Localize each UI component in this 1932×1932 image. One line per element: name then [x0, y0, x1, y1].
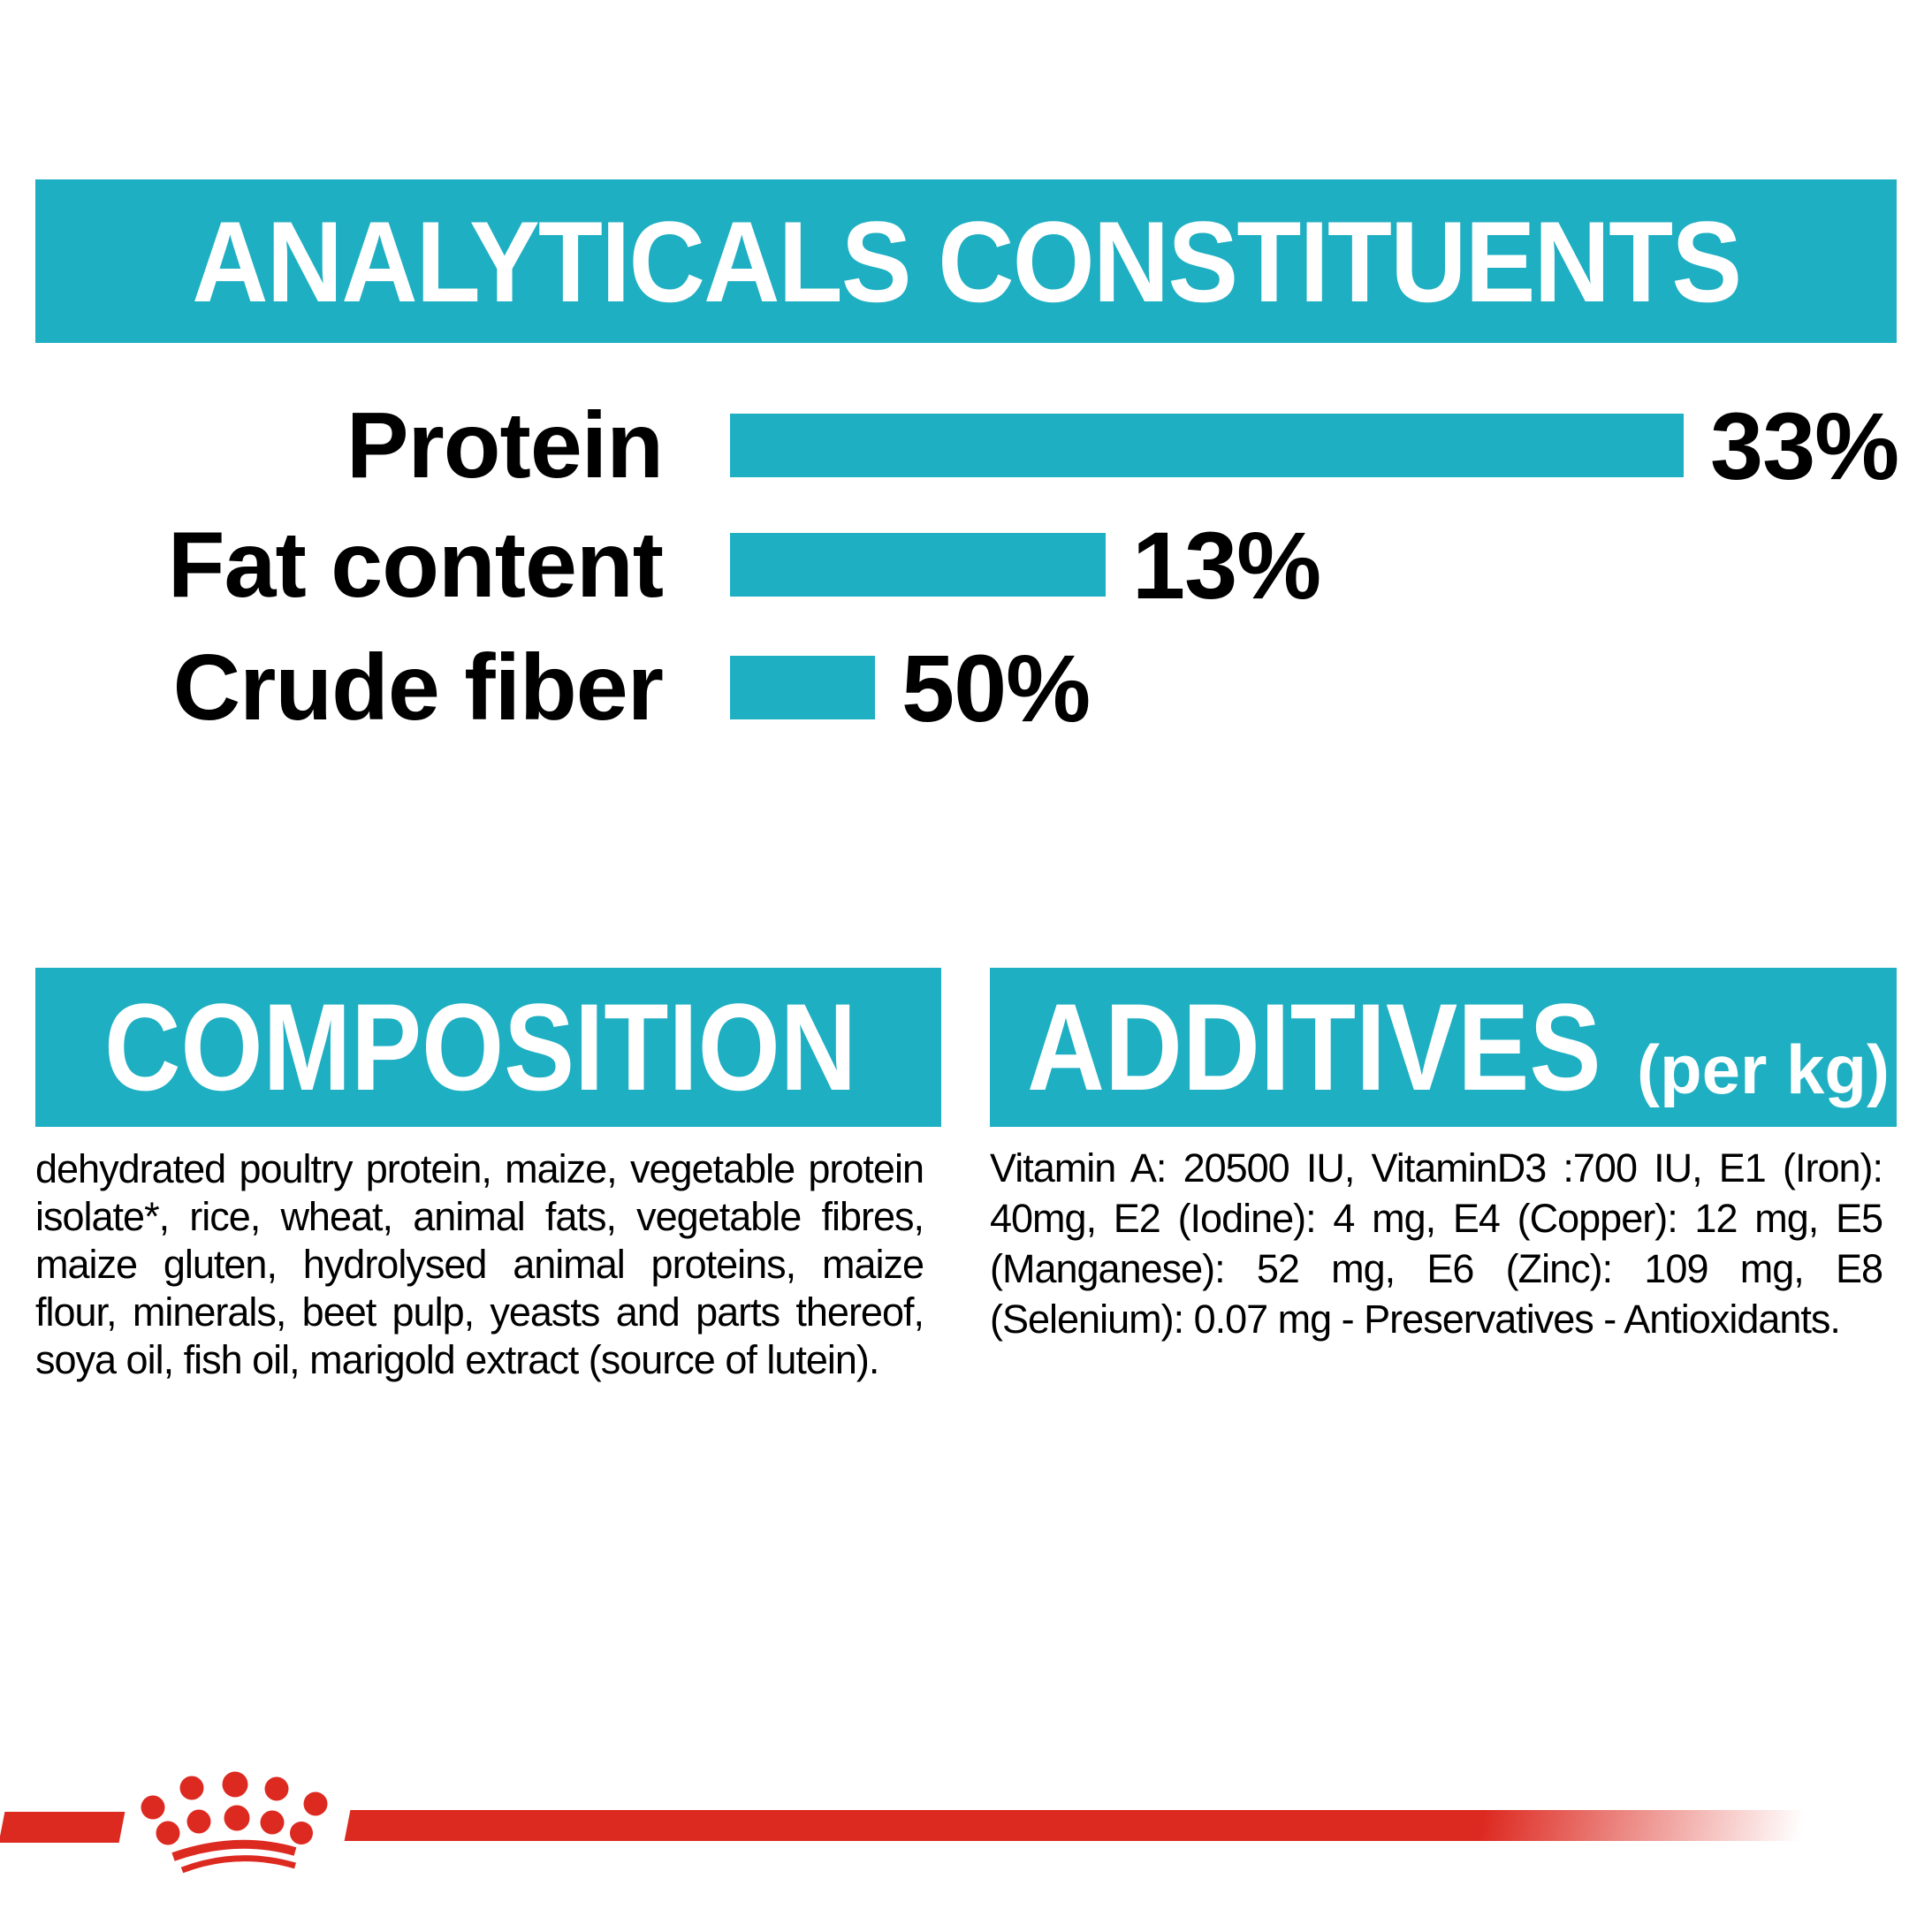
additives-title: ADDITIVES	[1027, 977, 1601, 1116]
composition-title: COMPOSITION	[104, 977, 857, 1116]
chart-row-protein: Protein 33%	[0, 392, 1899, 499]
chart-row-crude-fiber: Crude fiber 50%	[0, 635, 1092, 742]
additives-body: Vitamin A: 20500 IU, VitaminD3 :700 IU, …	[990, 1145, 1883, 1342]
chart-row-fat-content: Fat content 13%	[0, 512, 1321, 619]
composition-body: dehydrated poultry protein, maize, veget…	[35, 1146, 924, 1382]
crude-fiber-bar	[730, 656, 875, 719]
analyticals-header-banner: ANALYTICALS CONSTITUENTS	[35, 179, 1897, 343]
additives-subtitle: (per kg)	[1637, 1031, 1890, 1108]
red-rule-left-segment	[0, 1812, 126, 1843]
fat-content-label: Fat content	[167, 512, 664, 617]
royal-canin-crown-icon	[141, 1771, 328, 1874]
crude-fiber-value: 50%	[901, 634, 1091, 742]
crude-fiber-label: Crude fiber	[172, 635, 664, 740]
additives-banner: ADDITIVES (per kg)	[990, 968, 1897, 1127]
fat-content-bar	[730, 533, 1106, 597]
protein-bar	[730, 414, 1684, 477]
fat-content-value: 13%	[1132, 511, 1321, 619]
red-rule-right-segment	[344, 1810, 1806, 1841]
analyticals-title: ANALYTICALS CONSTITUENTS	[191, 196, 1742, 326]
protein-value: 33%	[1710, 392, 1899, 499]
protein-label: Protein	[346, 392, 664, 498]
composition-banner: COMPOSITION	[35, 968, 941, 1127]
